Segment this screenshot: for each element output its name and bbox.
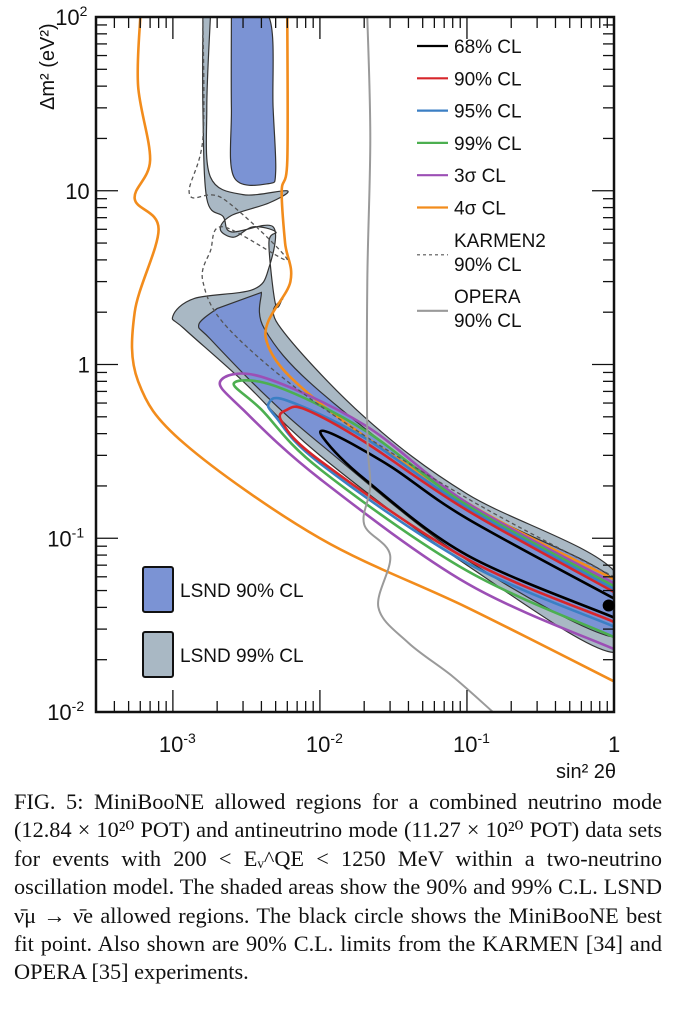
fill-legend-item: LSND 90% CL [142,566,304,613]
legend-item: 4σ CL [417,199,506,220]
legend-item: OPERA 90% CL [417,287,522,332]
axis-tick-labels: 10-3 10-2 10-1 1 10-2 10-1 1 10 102 [47,3,620,757]
curve-95-cl [266,396,614,628]
region-lsnd-90-cl [229,17,277,186]
curve-68-cl [319,429,614,619]
fill-legend-label: LSND 99% CL [180,646,304,667]
x-axis-title: sin² 2θ [556,761,616,780]
axis-ticks [95,17,615,713]
y-tick-label: 10-2 [47,698,84,725]
y-tick-label: 102 [55,3,87,30]
legend: 68% CL 90% CL 95% CL 99% CL 3σ CL 4σ CL KARMEN… [417,37,546,332]
legend-label: 90% CL [454,69,522,90]
legend-label-line2: 90% CL [454,311,522,332]
legend-item: KARMEN2 90% CL [417,231,546,276]
fill-legend-item: LSND 99% CL [142,631,304,678]
legend-item: 99% CL [417,134,522,155]
legend-label: 95% CL [454,102,522,123]
legend-item: 90% CL [417,69,522,90]
legend-label: 4σ CL [454,199,506,220]
fill-legend: LSND 90% CL LSND 99% CL [142,566,304,678]
legend-label: 99% CL [454,134,522,155]
fill-legend-swatch [142,566,174,613]
chart: 10-3 10-2 10-1 1 10-2 10-1 1 10 102 sin² 2θ Δm² … [37,3,620,780]
caption-text: FIG. 5: MiniBooNE allowed regions for a … [14,789,662,985]
legend-item: 68% CL [417,37,522,58]
y-tick-label: 10 [65,179,89,204]
legend-item: 3σ CL [417,166,506,187]
figure-caption: FIG. 5: MiniBooNE allowed regions for a … [14,788,662,987]
curve-90-cl [278,405,614,624]
curve-opera-90-cl [362,17,494,712]
legend-label: 68% CL [454,37,522,58]
y-axis-title: Δm² (eV²) [37,23,59,110]
curve-3-cl [218,372,614,651]
legend-label: 3σ CL [454,166,506,187]
curve-99-cl [232,379,614,639]
legend-label: KARMEN2 [454,231,546,252]
curve-4-cl [130,17,614,683]
y-tick-label: 1 [78,353,90,378]
legend-label: OPERA [454,287,521,308]
x-tick-label: 1 [608,732,620,757]
legend-label-line2: 90% CL [454,255,522,276]
legend-item: 95% CL [417,102,522,123]
curve-karmen2-90-cl [188,17,614,578]
chart-lines [130,17,614,712]
x-tick-label: 10-3 [159,730,196,757]
fill-legend-label: LSND 90% CL [180,581,304,602]
best-fit-point [602,599,615,612]
y-tick-label: 10-1 [47,524,84,551]
fill-legend-swatch [142,631,174,678]
x-tick-label: 10-1 [453,730,490,757]
x-tick-label: 10-2 [306,730,343,757]
